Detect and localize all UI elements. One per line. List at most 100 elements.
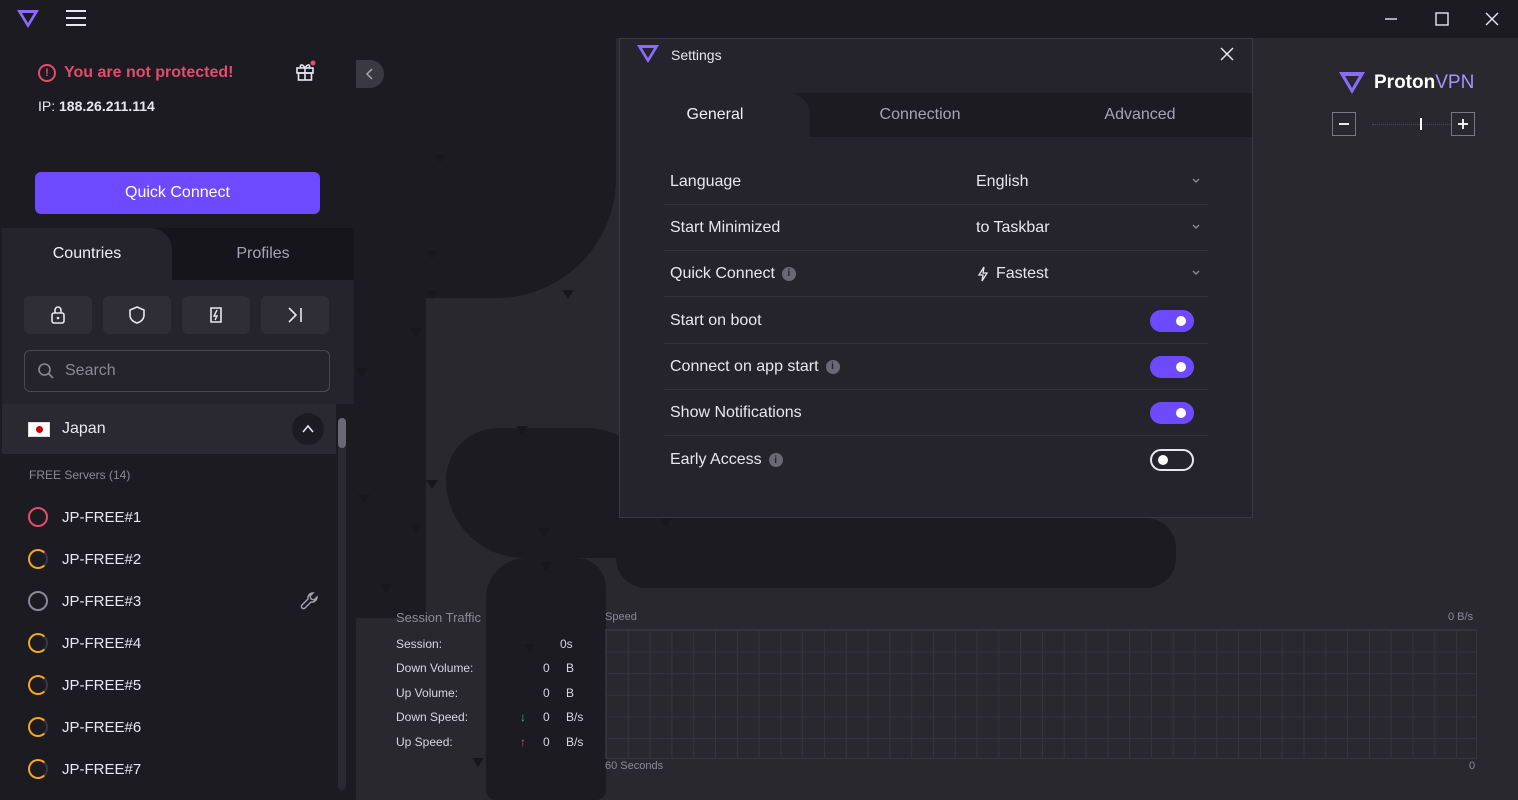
server-load-icon (28, 675, 48, 695)
server-marker[interactable] (524, 644, 536, 653)
server-marker[interactable] (516, 426, 528, 435)
server-marker[interactable] (540, 562, 552, 571)
server-marker[interactable] (538, 528, 550, 537)
minimize-button[interactable] (1376, 6, 1406, 32)
info-icon[interactable]: i (768, 453, 783, 467)
server-marker[interactable] (660, 518, 672, 527)
tab-countries[interactable]: Countries (2, 228, 172, 280)
server-row[interactable]: JP-FREE#2 (2, 538, 336, 580)
server-marker[interactable] (426, 250, 438, 259)
filter-p2p-button[interactable] (182, 296, 250, 334)
setting-label-group: Connect on app start i (670, 358, 840, 376)
zoom-slider-thumb[interactable] (1420, 118, 1422, 130)
quick-connect-button[interactable]: Quick Connect (35, 172, 320, 214)
server-row[interactable]: JP-FREE#7 (2, 748, 336, 790)
info-icon[interactable]: i (781, 266, 796, 281)
toggle-knob (1176, 315, 1186, 326)
dropdown-value: English (976, 172, 1029, 190)
server-row[interactable]: JP-FREE#6 (2, 706, 336, 748)
setting-connect-on-start: Connect on app start i (664, 344, 1208, 390)
traffic-row: Down Speed: ↓ 0 B/s (396, 710, 616, 734)
toggle-knob (1158, 455, 1168, 465)
map-landmass (486, 558, 606, 800)
connect-on-start-toggle[interactable] (1150, 355, 1194, 378)
maximize-button[interactable] (1427, 6, 1457, 32)
server-marker[interactable] (410, 328, 422, 337)
setting-label-group: Early Access i (670, 451, 783, 469)
connection-status: ! You are not protected! IP: 188.26.211.… (2, 38, 354, 228)
brand-name: Proton (1374, 72, 1436, 93)
server-marker[interactable] (472, 758, 484, 767)
traffic-label: Up Speed: (396, 734, 453, 749)
server-marker[interactable] (426, 480, 438, 489)
tab-profiles[interactable]: Profiles (236, 245, 290, 262)
minus-icon (1339, 123, 1349, 125)
scroll-thumb[interactable] (338, 418, 346, 448)
quick-connect-select[interactable]: Fastest (976, 251, 1208, 297)
start-on-boot-toggle[interactable] (1150, 309, 1194, 332)
zoom-slider-track[interactable] (1372, 124, 1450, 125)
zoom-out-button[interactable] (1332, 112, 1356, 136)
collapse-country-button[interactable] (292, 413, 324, 445)
server-marker[interactable] (380, 584, 392, 593)
speed-x-label: 60 Seconds (605, 760, 664, 772)
traffic-value: 0 (543, 734, 550, 749)
filter-secure-core-button[interactable] (24, 296, 92, 334)
info-icon[interactable]: i (825, 359, 840, 374)
hamburger-menu-icon[interactable] (66, 10, 86, 28)
server-marker[interactable] (426, 290, 438, 299)
zoom-in-button[interactable] (1451, 112, 1475, 136)
ip-value: 188.26.211.114 (59, 98, 155, 114)
search-input[interactable] (65, 362, 305, 380)
minimize-icon (1385, 18, 1397, 20)
shield-icon (129, 306, 145, 324)
server-marker[interactable] (358, 494, 370, 503)
server-marker[interactable] (434, 154, 446, 163)
notifications-toggle[interactable] (1150, 401, 1194, 424)
map-landmass (356, 288, 426, 618)
tab-connection[interactable]: Connection (879, 106, 961, 123)
server-list-scrollbar[interactable] (338, 418, 346, 790)
server-marker[interactable] (410, 525, 422, 534)
server-load-icon (28, 507, 48, 527)
language-select[interactable]: English (976, 159, 1208, 205)
title-bar (0, 0, 1518, 38)
setting-label: Show Notifications (670, 403, 802, 421)
filter-shield-button[interactable] (103, 296, 171, 334)
early-access-toggle[interactable] (1150, 449, 1194, 471)
speed-max: 0 B/s (1448, 611, 1474, 623)
server-row[interactable]: JP-FREE#1 (2, 496, 336, 538)
traffic-value: 0 (543, 710, 550, 725)
setting-label: Start Minimized (670, 218, 781, 236)
server-marker[interactable] (356, 368, 368, 377)
tab-general[interactable]: General (620, 93, 810, 137)
gift-icon[interactable] (294, 60, 316, 82)
setting-label: Start on boot (670, 311, 762, 329)
server-name: JP-FREE#6 (62, 718, 142, 736)
search-box[interactable] (24, 350, 330, 392)
free-servers-label: FREE Servers (14) (29, 468, 131, 482)
country-row-japan[interactable]: Japan (2, 404, 336, 454)
start-minimized-select[interactable]: to Taskbar (976, 205, 1208, 251)
collapse-sidebar-button[interactable] (356, 60, 384, 88)
session-traffic: Session Traffic Session: 0s Down Volume:… (396, 610, 616, 759)
settings-close-button[interactable] (1216, 43, 1238, 65)
chevron-down-icon (1192, 178, 1200, 183)
setting-quick-connect: Quick Connect i Fastest (664, 251, 1208, 297)
tab-advanced[interactable]: Advanced (1104, 106, 1176, 123)
server-marker[interactable] (562, 290, 574, 299)
traffic-label: Down Volume: (396, 661, 474, 676)
filter-tor-button[interactable] (261, 296, 329, 334)
traffic-value: 0s (560, 637, 573, 651)
server-row[interactable]: JP-FREE#5 (2, 664, 336, 706)
speed-graph (605, 629, 1477, 759)
tor-icon (288, 307, 302, 323)
setting-start-on-boot: Start on boot (664, 298, 1208, 344)
plus-icon (1458, 119, 1468, 129)
close-window-button[interactable] (1477, 6, 1507, 32)
server-row[interactable]: JP-FREE#4 (2, 622, 336, 664)
map-landmass (356, 38, 616, 298)
server-row[interactable]: JP-FREE#3 (2, 580, 336, 622)
traffic-unit: B (566, 661, 575, 676)
traffic-value: 0 (543, 661, 550, 676)
